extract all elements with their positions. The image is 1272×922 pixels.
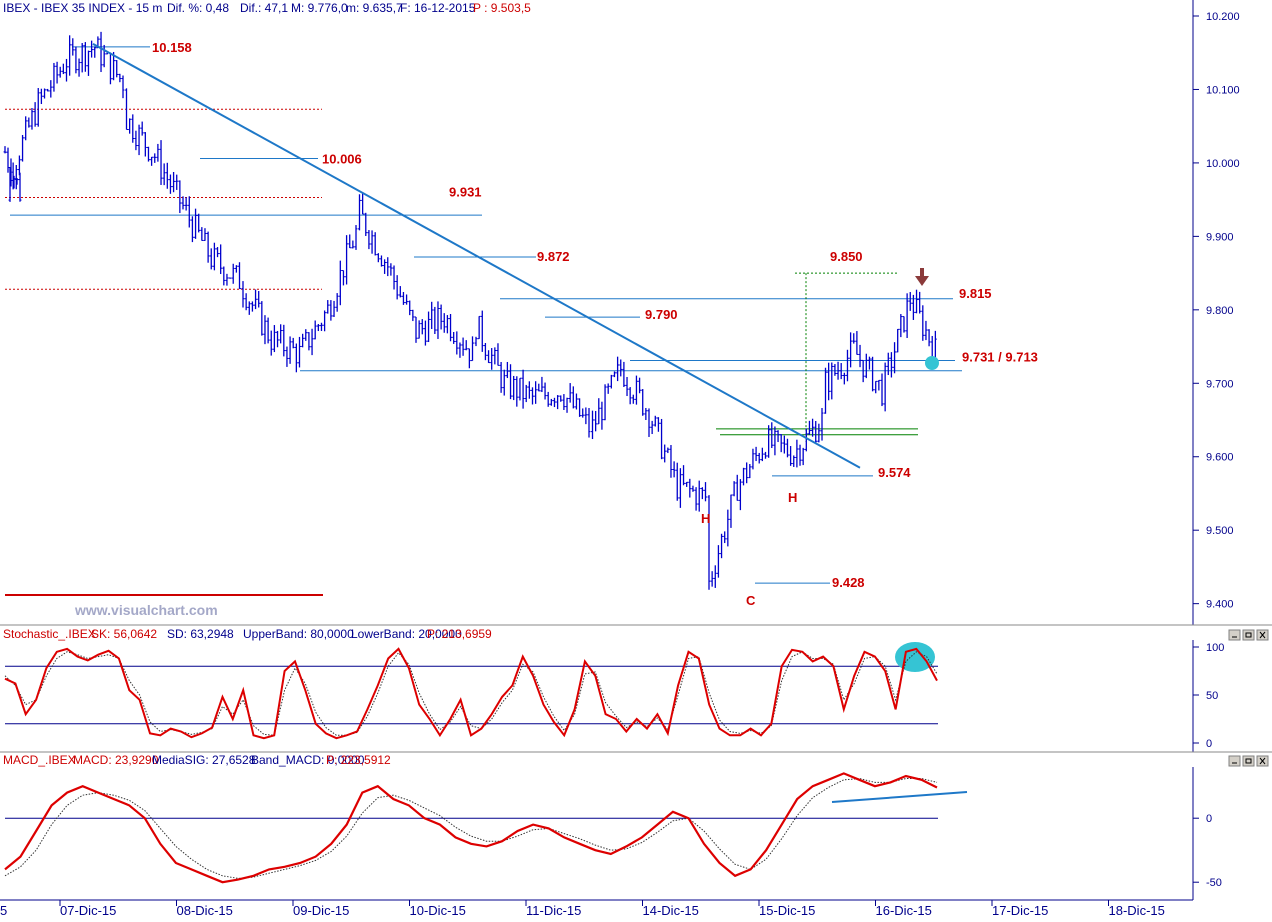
macd-window-buttons <box>1228 755 1269 767</box>
stoch-tick-label: 100 <box>1206 642 1224 654</box>
macd-header-band: Band_MACD: 0,0000 <box>251 753 365 767</box>
pattern-head: C <box>746 593 756 608</box>
macd-support-line <box>831 791 968 803</box>
price-tick-label: 9.700 <box>1206 378 1234 390</box>
macd-signal-line <box>4 777 938 879</box>
header-min: m: 9.635,7 <box>346 1 403 15</box>
date-label: 18-Dic-15 <box>1109 903 1165 917</box>
date-label: 16-Dic-15 <box>876 903 932 917</box>
label-9790: 9.790 <box>645 307 678 322</box>
label-9872: 9.872 <box>537 249 570 264</box>
date-label: 08-Dic-15 <box>177 903 233 917</box>
stoch-tick-label: 0 <box>1206 738 1212 750</box>
stoch-window-buttons <box>1228 629 1269 641</box>
watermark: www.visualchart.com <box>74 602 218 618</box>
stoch-header-upper: UpperBand: 80,0000 <box>243 627 354 641</box>
stoch-header-p: P: 213,6959 <box>427 627 492 641</box>
date-label: 10-Dic-15 <box>410 903 466 917</box>
price-tick-label: 10.000 <box>1206 158 1240 170</box>
macd-tick-label: 0 <box>1206 813 1212 825</box>
macd-line <box>4 772 938 884</box>
stoch-minimize-button[interactable] <box>1228 629 1241 641</box>
macd-header-sig: MediaSIG: 27,6528 <box>152 753 256 767</box>
header-dif-pct: Dif. %: 0,48 <box>167 1 229 15</box>
date-label: 07-Dic-15 <box>60 903 116 917</box>
stoch-maximize-button[interactable] <box>1242 629 1255 641</box>
label-9850: 9.850 <box>830 249 863 264</box>
stoch-sk-line <box>4 647 938 740</box>
price-tick-label: 9.500 <box>1206 525 1234 537</box>
macd-minimize-button[interactable] <box>1228 755 1241 767</box>
price-tick-label: 9.800 <box>1206 305 1234 317</box>
date-label: 14-Dic-15 <box>643 903 699 917</box>
date-label-partial: 5 <box>0 903 7 917</box>
price-pane: IBEX - IBEX 35 INDEX - 15 m Dif. %: 0,48… <box>3 0 1240 625</box>
stoch-header-sk: SK: 56,0642 <box>91 627 157 641</box>
stoch-header-lower: LowerBand: 20,0000 <box>351 627 462 641</box>
down-arrow-icon <box>915 276 929 286</box>
price-tick-label: 9.600 <box>1206 452 1234 464</box>
date-label: 11-Dic-15 <box>526 903 581 917</box>
price-tick-label: 10.200 <box>1206 11 1240 23</box>
label-9815: 9.815 <box>959 286 992 301</box>
price-tick-label: 9.900 <box>1206 231 1234 243</box>
header-max: M: 9.776,0 <box>291 1 348 15</box>
header-dif: Dif.: 47,1 <box>240 1 288 15</box>
price-tick-label: 10.100 <box>1206 84 1240 96</box>
price-labels: 10.158 10.006 9.931 9.872 9.850 9.815 9.790 9.7… <box>152 40 1038 608</box>
stoch-axis: 100 50 0 <box>1193 642 1224 750</box>
label-9731-9713: 9.731 / 9.713 <box>962 350 1038 365</box>
header-date: F: 16-12-2015 <box>400 1 476 15</box>
label-10158: 10.158 <box>152 40 192 55</box>
stoch-tick-label: 50 <box>1206 690 1218 702</box>
header-price: P : 9.503,5 <box>473 1 531 15</box>
macd-tick-label: -50 <box>1206 877 1222 889</box>
stochastic-pane: Stochastic_.IBEX SK: 56,0642 SD: 63,2948… <box>0 624 1272 752</box>
macd-header-p: P: 223,5912 <box>326 753 391 767</box>
stoch-header-title: Stochastic_.IBEX <box>3 627 96 641</box>
price-candles <box>3 31 937 590</box>
label-10006: 10.006 <box>322 152 362 167</box>
price-highlight-dot <box>925 356 939 370</box>
date-label: 09-Dic-15 <box>293 903 349 917</box>
price-axis: 10.200 10.100 10.000 9.900 9.800 9.700 9.600 9.… <box>1193 11 1240 611</box>
macd-pane: MACD_.IBEX MACD: 23,9290 MediaSIG: 27,65… <box>0 751 1272 900</box>
pattern-right-shoulder: H <box>788 490 797 505</box>
label-9428: 9.428 <box>832 575 865 590</box>
date-axis: 5 07-Dic-15 08-Dic-15 09-Dic-15 10-Dic-15 11… <box>0 899 1193 918</box>
macd-maximize-button[interactable] <box>1242 755 1255 767</box>
header-symbol: IBEX - IBEX 35 INDEX - 15 m <box>3 1 162 15</box>
label-9931: 9.931 <box>449 185 482 200</box>
down-arrow-stem <box>920 268 924 277</box>
macd-header-macd: MACD: 23,9290 <box>73 753 159 767</box>
label-9574: 9.574 <box>878 465 911 480</box>
price-tick-label: 9.400 <box>1206 599 1234 611</box>
downtrend-line <box>92 43 861 469</box>
macd-header-title: MACD_.IBEX <box>3 753 76 767</box>
date-label: 15-Dic-15 <box>759 903 815 917</box>
macd-axis: 0 -50 <box>1193 813 1222 889</box>
pattern-left-shoulder: H <box>701 511 710 526</box>
date-label: 17-Dic-15 <box>992 903 1048 917</box>
stoch-header-sd: SD: 63,2948 <box>167 627 234 641</box>
